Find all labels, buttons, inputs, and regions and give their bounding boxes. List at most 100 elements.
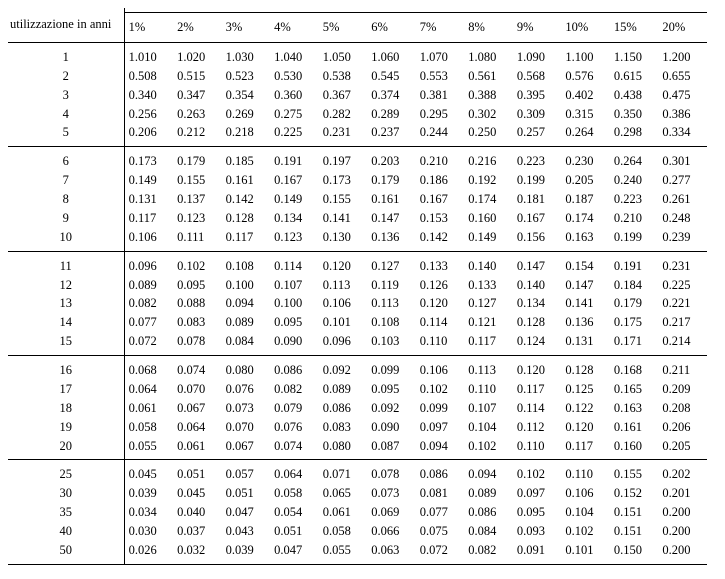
year-cell: 30 [8,484,124,503]
value-cell: 0.078 [173,332,222,355]
value-cell: 0.101 [319,313,368,332]
value-cell: 0.147 [367,209,416,228]
value-cell: 0.277 [658,171,707,190]
year-cell: 15 [8,332,124,355]
value-cell: 0.107 [464,399,513,418]
value-cell: 0.104 [464,418,513,437]
value-cell: 0.102 [173,251,222,275]
value-cell: 0.538 [319,67,368,86]
value-cell: 1.020 [173,42,222,66]
value-cell: 0.095 [367,380,416,399]
value-cell: 0.131 [561,332,610,355]
table-row: 140.0770.0830.0890.0950.1010.1080.1140.1… [8,313,707,332]
table-row: 20.5080.5150.5230.5300.5380.5450.5530.56… [8,67,707,86]
value-cell: 0.334 [658,123,707,146]
value-cell: 0.388 [464,86,513,105]
value-cell: 0.094 [222,294,271,313]
value-cell: 0.086 [319,399,368,418]
value-cell: 0.075 [416,522,465,541]
value-cell: 0.184 [610,276,659,295]
value-cell: 0.149 [270,190,319,209]
value-cell: 0.086 [464,503,513,522]
value-cell: 0.615 [610,67,659,86]
year-cell: 12 [8,276,124,295]
value-cell: 0.134 [270,209,319,228]
value-cell: 0.248 [658,209,707,228]
value-cell: 0.074 [173,356,222,380]
value-cell: 0.076 [222,380,271,399]
value-cell: 0.199 [513,171,562,190]
value-cell: 0.360 [270,86,319,105]
value-cell: 0.282 [319,105,368,124]
value-cell: 0.113 [464,356,513,380]
year-cell: 19 [8,418,124,437]
value-cell: 0.090 [270,332,319,355]
value-cell: 0.264 [610,147,659,171]
value-cell: 0.126 [416,276,465,295]
value-cell: 0.137 [173,190,222,209]
rate-header: 3% [222,13,271,42]
rate-header: 7% [416,13,465,42]
value-cell: 0.354 [222,86,271,105]
table-body: 11.0101.0201.0301.0401.0501.0601.0701.08… [8,42,707,564]
value-cell: 0.096 [319,332,368,355]
table-row: 200.0550.0610.0670.0740.0800.0870.0940.1… [8,437,707,460]
value-cell: 0.141 [319,209,368,228]
table-row: 130.0820.0880.0940.1000.1060.1130.1200.1… [8,294,707,313]
value-cell: 0.244 [416,123,465,146]
table-row: 50.2060.2120.2180.2250.2310.2370.2440.25… [8,123,707,146]
value-cell: 0.386 [658,105,707,124]
value-cell: 0.210 [610,209,659,228]
value-cell: 0.173 [319,171,368,190]
value-cell: 0.205 [658,437,707,460]
value-cell: 0.043 [222,522,271,541]
value-cell: 0.576 [561,67,610,86]
value-cell: 0.106 [124,228,173,251]
value-cell: 0.084 [464,522,513,541]
value-cell: 0.128 [561,356,610,380]
value-cell: 0.210 [416,147,465,171]
value-cell: 1.050 [319,42,368,66]
value-cell: 0.067 [173,399,222,418]
table-row: 110.0960.1020.1080.1140.1200.1270.1330.1… [8,251,707,275]
value-cell: 0.121 [464,313,513,332]
value-cell: 0.071 [319,460,368,484]
value-cell: 0.200 [658,541,707,564]
value-cell: 0.106 [561,484,610,503]
year-cell: 10 [8,228,124,251]
value-cell: 0.167 [416,190,465,209]
value-cell: 0.179 [367,171,416,190]
year-cell: 20 [8,437,124,460]
value-cell: 0.155 [610,460,659,484]
value-cell: 0.315 [561,105,610,124]
value-cell: 0.561 [464,67,513,86]
value-cell: 0.402 [561,86,610,105]
value-cell: 0.081 [416,484,465,503]
value-cell: 0.171 [610,332,659,355]
value-cell: 0.257 [513,123,562,146]
value-cell: 0.102 [513,460,562,484]
value-cell: 0.034 [124,503,173,522]
value-cell: 0.080 [222,356,271,380]
value-cell: 0.030 [124,522,173,541]
value-cell: 0.142 [222,190,271,209]
value-cell: 0.117 [464,332,513,355]
value-cell: 0.090 [367,418,416,437]
value-cell: 0.094 [464,460,513,484]
rate-header: 6% [367,13,416,42]
value-cell: 0.200 [658,503,707,522]
value-cell: 0.131 [124,190,173,209]
value-cell: 0.123 [173,209,222,228]
value-cell: 0.301 [658,147,707,171]
value-cell: 0.110 [561,460,610,484]
value-cell: 0.256 [124,105,173,124]
rate-header: 8% [464,13,513,42]
table-row: 300.0390.0450.0510.0580.0650.0730.0810.0… [8,484,707,503]
value-cell: 0.187 [561,190,610,209]
year-cell: 40 [8,522,124,541]
value-cell: 0.127 [464,294,513,313]
value-cell: 0.395 [513,86,562,105]
value-cell: 0.350 [610,105,659,124]
value-cell: 0.094 [416,437,465,460]
value-cell: 0.128 [513,313,562,332]
